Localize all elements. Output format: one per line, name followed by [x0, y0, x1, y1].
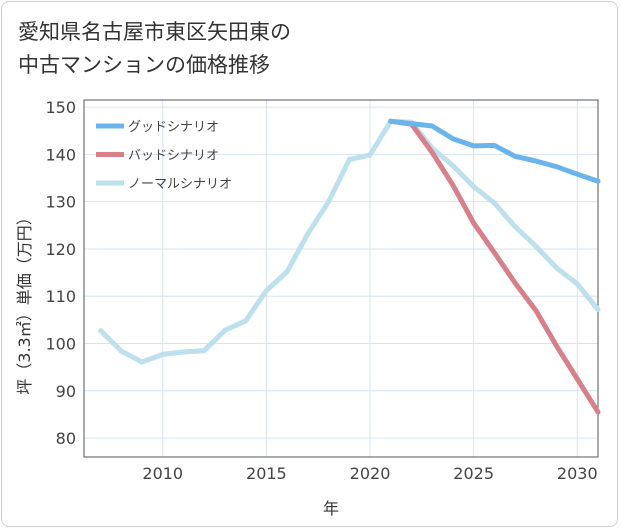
x-tick-label: 2025: [453, 464, 494, 483]
x-tick-label: 2030: [557, 464, 598, 483]
chart-title-line2: 中古マンションの価格推移: [18, 53, 270, 77]
chart-title-line1: 愛知県名古屋市東区矢田東の: [18, 20, 291, 44]
x-tick-label: 2015: [246, 464, 287, 483]
series-line-2: [98, 118, 601, 365]
y-axis-label: 坪（3.3㎡）単価（万円）: [15, 209, 34, 394]
y-tick-label: 130: [45, 193, 76, 212]
x-axis-label: 年: [323, 499, 339, 518]
grid: [84, 100, 598, 457]
x-tick-label: 2010: [142, 464, 183, 483]
y-tick-label: 80: [56, 429, 76, 448]
x-tick-label: 2020: [350, 464, 391, 483]
series-line-1: [388, 118, 601, 415]
y-tick-label: 150: [45, 98, 76, 117]
tick-labels: 80 90 100 110 120 130 140 150 2010 2015 2020 2025 20…: [45, 98, 597, 483]
legend-label: ノーマルシナリオ: [128, 177, 232, 192]
chart-title: 愛知県名古屋市東区矢田東の 中古マンションの価格推移: [18, 16, 578, 82]
series-line-0: [388, 118, 601, 184]
series-layer: [98, 118, 601, 415]
y-tick-label: 120: [45, 240, 76, 259]
legend-label: バッドシナリオ: [128, 149, 219, 164]
y-tick-label: 100: [45, 335, 76, 354]
y-tick-label: 110: [45, 287, 76, 306]
legend-label: グッドシナリオ: [128, 120, 219, 135]
y-tick-label: 140: [45, 145, 76, 164]
plot-frame: [83, 99, 599, 458]
y-tick-label: 90: [56, 382, 76, 401]
